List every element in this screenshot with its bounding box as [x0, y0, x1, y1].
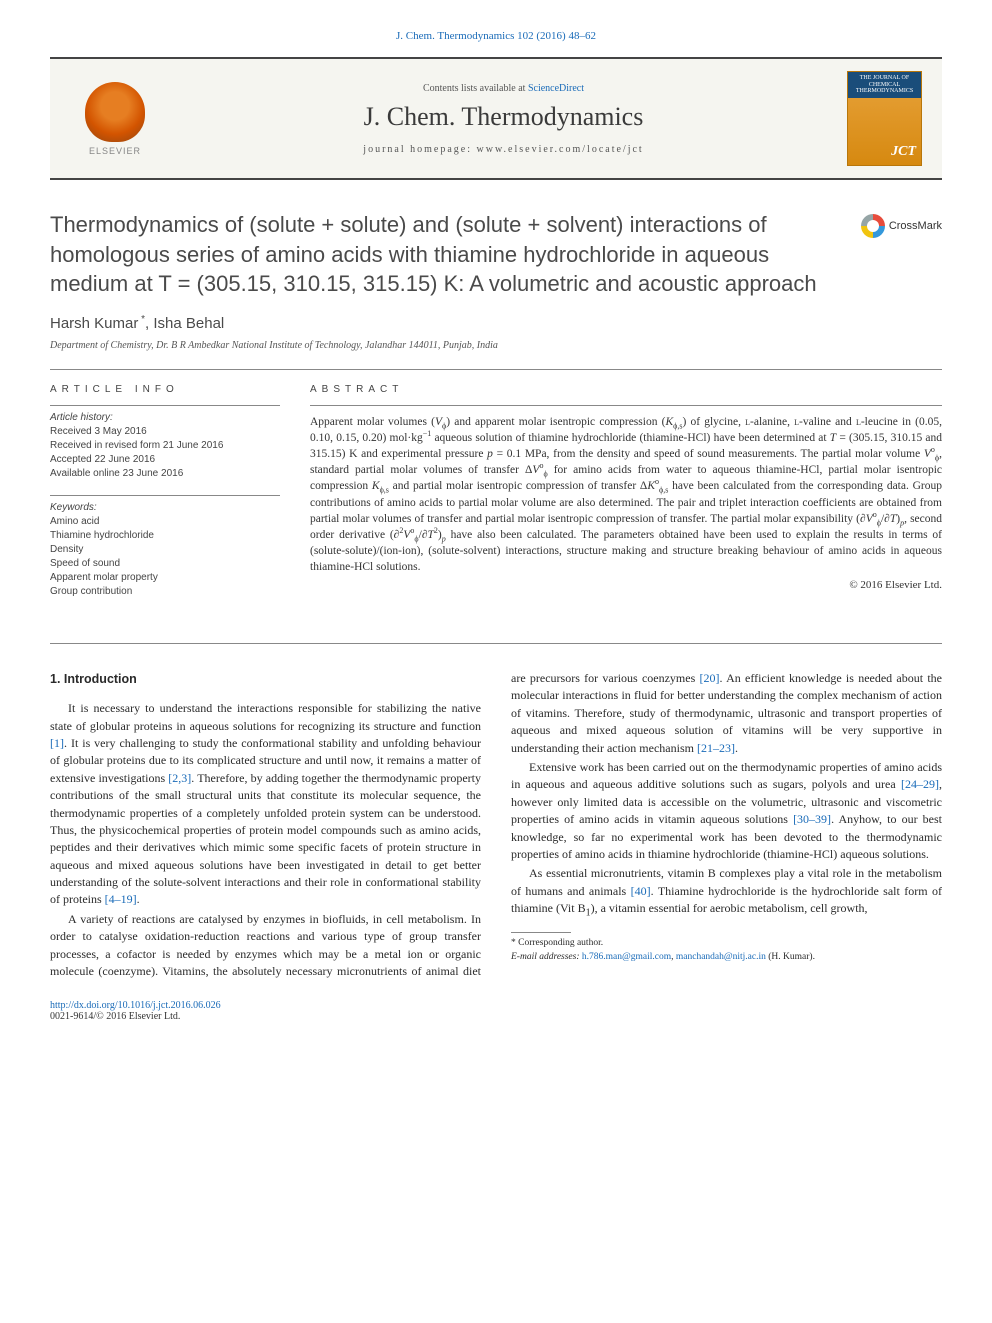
footnote-separator	[511, 932, 571, 933]
homepage-line: journal homepage: www.elsevier.com/locat…	[160, 144, 847, 155]
authors-line: Harsh Kumar *, Isha Behal	[50, 315, 942, 332]
sciencedirect-link[interactable]: ScienceDirect	[528, 83, 584, 94]
email-footnote: E-mail addresses: h.786.man@gmail.com, m…	[511, 951, 942, 963]
keyword: Group contribution	[50, 585, 280, 599]
body-para: As essential micronutrients, vitamin B c…	[511, 865, 942, 917]
corresponding-footnote: * Corresponding author.	[511, 937, 942, 949]
crossmark-icon	[861, 214, 885, 238]
article-info-heading: ARTICLE INFO	[50, 384, 280, 395]
email-link-2[interactable]: manchandah@nitj.ac.in	[676, 952, 766, 962]
abstract-col: ABSTRACT Apparent molar volumes (Vϕ) and…	[310, 384, 942, 613]
journal-cover-thumb: THE JOURNAL OF CHEMICAL THERMODYNAMICS J…	[847, 71, 922, 166]
section-heading-intro: 1. Introduction	[50, 670, 481, 688]
history-line: Available online 23 June 2016	[50, 467, 280, 481]
body-columns: 1. Introduction It is necessary to under…	[50, 670, 942, 980]
cover-title: THE JOURNAL OF CHEMICAL THERMODYNAMICS	[848, 72, 921, 98]
crossmark-label: CrossMark	[889, 220, 942, 232]
doi-link[interactable]: http://dx.doi.org/10.1016/j.jct.2016.06.…	[50, 1000, 221, 1011]
publisher-logo: ELSEVIER	[70, 74, 160, 164]
homepage-url[interactable]: www.elsevier.com/locate/jct	[477, 144, 644, 155]
page-footer: http://dx.doi.org/10.1016/j.jct.2016.06.…	[50, 1000, 942, 1022]
cover-logo-text: JCT	[891, 144, 916, 160]
email-label: E-mail addresses:	[511, 952, 582, 962]
journal-banner: ELSEVIER Contents lists available at Sci…	[50, 57, 942, 180]
contents-prefix: Contents lists available at	[423, 83, 528, 94]
keyword: Speed of sound	[50, 557, 280, 571]
keyword: Density	[50, 543, 280, 557]
crossmark-badge[interactable]: CrossMark	[861, 214, 942, 238]
abstract-text: Apparent molar volumes (Vϕ) and apparent…	[310, 405, 942, 575]
keywords-label: Keywords:	[50, 502, 280, 513]
affiliation: Department of Chemistry, Dr. B R Ambedka…	[50, 340, 942, 351]
keyword: Amino acid	[50, 515, 280, 529]
email-link-1[interactable]: h.786.man@gmail.com	[582, 952, 671, 962]
divider-top	[50, 369, 942, 370]
history-line: Accepted 22 June 2016	[50, 453, 280, 467]
journal-name: J. Chem. Thermodynamics	[160, 102, 847, 132]
header-citation: J. Chem. Thermodynamics 102 (2016) 48–62	[50, 30, 942, 42]
author-2: Isha Behal	[153, 315, 224, 332]
corresponding-mark: *	[138, 314, 145, 325]
homepage-prefix: journal homepage:	[363, 144, 476, 155]
abstract-heading: ABSTRACT	[310, 384, 942, 395]
article-title: Thermodynamics of (solute + solute) and …	[50, 210, 841, 299]
history-label: Article history:	[50, 412, 280, 423]
body-para: It is necessary to understand the intera…	[50, 700, 481, 909]
article-history-block: Article history: Received 3 May 2016 Rec…	[50, 405, 280, 481]
keywords-block: Keywords: Amino acid Thiamine hydrochlor…	[50, 495, 280, 599]
body-para: Extensive work has been carried out on t…	[511, 759, 942, 863]
article-info-col: ARTICLE INFO Article history: Received 3…	[50, 384, 280, 613]
author-1: Harsh Kumar	[50, 315, 138, 332]
email-suffix: (H. Kumar).	[766, 952, 815, 962]
keyword: Apparent molar property	[50, 571, 280, 585]
contents-line: Contents lists available at ScienceDirec…	[160, 83, 847, 94]
history-line: Received in revised form 21 June 2016	[50, 439, 280, 453]
history-line: Received 3 May 2016	[50, 425, 280, 439]
abstract-copyright: © 2016 Elsevier Ltd.	[310, 579, 942, 591]
divider-mid	[50, 643, 942, 644]
issn-line: 0021-9614/© 2016 Elsevier Ltd.	[50, 1011, 180, 1022]
publisher-label: ELSEVIER	[89, 146, 141, 156]
keyword: Thiamine hydrochloride	[50, 529, 280, 543]
elsevier-tree-icon	[85, 82, 145, 142]
banner-center: Contents lists available at ScienceDirec…	[160, 83, 847, 155]
